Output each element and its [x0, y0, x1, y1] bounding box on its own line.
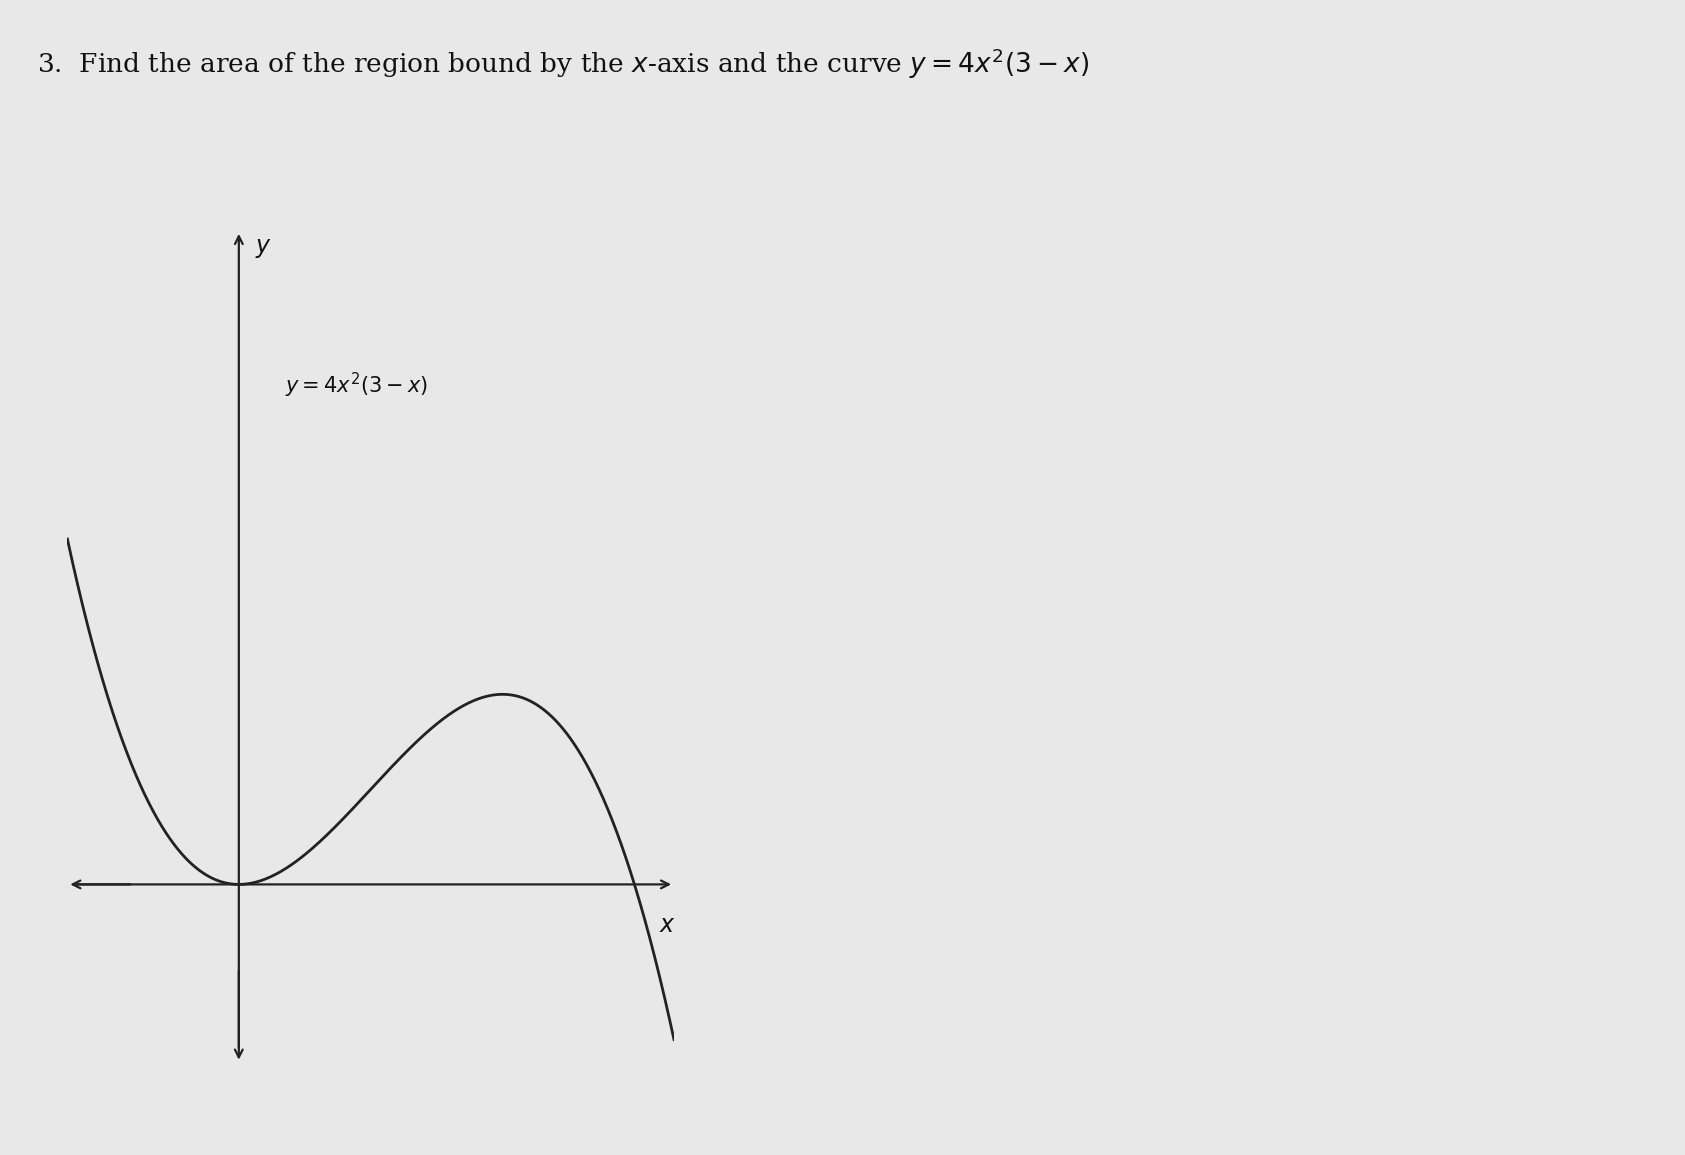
Text: $x$: $x$: [659, 914, 676, 937]
Text: 3.  Find the area of the region bound by the $x$-axis and the curve $y = 4x^2(3 : 3. Find the area of the region bound by …: [37, 46, 1089, 81]
Text: $y = 4x^2(3 - x)$: $y = 4x^2(3 - x)$: [285, 371, 428, 400]
Text: $y$: $y$: [254, 237, 271, 260]
